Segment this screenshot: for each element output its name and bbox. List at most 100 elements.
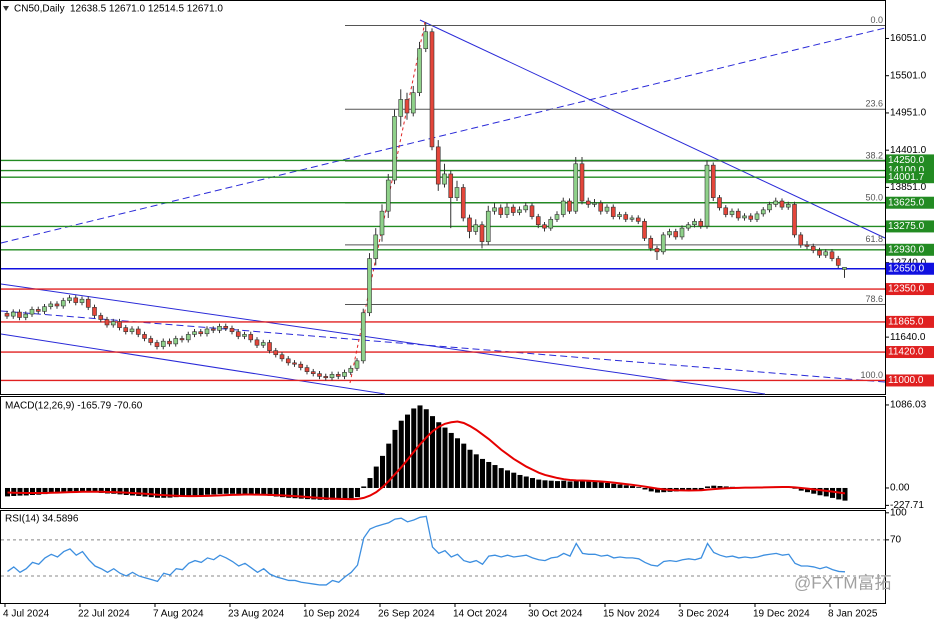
- rsi-panel: [0, 510, 886, 604]
- candle-body: [110, 321, 116, 326]
- level-label: 12350.0: [888, 284, 925, 295]
- macd-bar: [192, 487, 198, 496]
- candle-body: [604, 206, 610, 212]
- macd-bar: [55, 487, 60, 494]
- macd-bar: [805, 487, 810, 493]
- candle-body: [610, 206, 616, 217]
- level-label-box: [886, 262, 934, 275]
- fib-label: 100.0: [860, 370, 883, 380]
- candle-body: [260, 342, 266, 346]
- level-label-box: [886, 220, 934, 233]
- macd-bar: [180, 487, 185, 497]
- candle-body: [767, 204, 772, 211]
- y-tick-label: 11640.0: [890, 332, 926, 343]
- macd-bar: [198, 487, 204, 496]
- macd-bar: [342, 487, 348, 499]
- candle-body: [654, 248, 660, 253]
- macd-bar: [498, 468, 504, 488]
- macd-bar: [17, 487, 23, 496]
- level-label: 14001.7: [888, 172, 925, 183]
- macd-title: MACD(12,26,9) -165.79 -70.60: [5, 401, 143, 412]
- y-tick-label: 15501.0: [890, 70, 927, 81]
- candle-body: [442, 173, 447, 185]
- y-tick-label: 70: [890, 535, 902, 546]
- macd-bar: [455, 438, 460, 488]
- macd-bar: [830, 487, 835, 498]
- macd-bar: [130, 487, 135, 496]
- macd-bar: [642, 487, 648, 490]
- candle-body: [685, 224, 691, 229]
- macd-bar: [398, 420, 404, 488]
- macd-bar: [5, 487, 10, 497]
- candle-body: [379, 210, 385, 236]
- candle-body: [667, 231, 672, 236]
- candle-body: [323, 376, 329, 379]
- candle-body: [617, 214, 622, 217]
- macd-bar: [686, 487, 692, 491]
- candle-body: [310, 371, 316, 374]
- macd-bar: [386, 443, 392, 488]
- chart-subtitle: 12638.5 12671.0 12514.5 12671.0: [70, 4, 223, 15]
- candle-body: [179, 338, 185, 341]
- macd-bar: [173, 487, 179, 498]
- macd-bar: [242, 487, 248, 495]
- macd-bar: [842, 487, 848, 501]
- candle-body: [17, 311, 22, 318]
- macd-bar: [261, 487, 267, 496]
- candle-body: [779, 200, 785, 208]
- candle-body: [698, 221, 704, 227]
- macd-bar: [73, 487, 79, 492]
- macd-bar: [61, 487, 67, 493]
- macd-bar: [36, 487, 42, 495]
- candle-body: [298, 363, 304, 368]
- candle-body: [773, 200, 779, 205]
- candle-body: [148, 338, 154, 343]
- macd-bar: [305, 487, 310, 500]
- trendline: [0, 27, 886, 244]
- level-label: 12930.0: [888, 244, 925, 255]
- candle-body: [660, 234, 666, 253]
- macd-bar: [561, 480, 567, 488]
- macd-bar: [823, 487, 829, 497]
- watermark: @FXTM富拓: [794, 573, 892, 592]
- candle-body: [429, 31, 435, 148]
- rsi-line: [7, 515, 846, 586]
- macd-bar: [467, 449, 473, 488]
- candle-body: [154, 342, 160, 347]
- candle-body: [560, 200, 566, 215]
- candle-body: [423, 31, 429, 49]
- candle-body: [10, 311, 16, 317]
- x-tick-label: 26 Sep 2024: [378, 609, 435, 620]
- candle-body: [829, 251, 835, 259]
- macd-bar: [623, 485, 629, 488]
- candle-body: [673, 231, 679, 238]
- candle-body: [104, 319, 110, 326]
- macd-bar: [698, 487, 704, 490]
- candle-body: [285, 358, 291, 364]
- y-tick-label: 14951.0: [890, 108, 927, 119]
- candle-body: [692, 221, 697, 226]
- candle-body: [273, 350, 279, 356]
- macd-bar: [517, 474, 523, 488]
- macd-bar: [323, 487, 329, 500]
- candle-body: [717, 197, 722, 209]
- macd-bar: [530, 478, 535, 488]
- macd-bar: [292, 487, 298, 499]
- candle-body: [248, 334, 254, 341]
- candle-body: [567, 200, 572, 212]
- macd-bar: [592, 481, 598, 488]
- candle-body: [229, 328, 235, 333]
- macd-bar: [23, 487, 29, 496]
- level-label: 13625.0: [888, 197, 925, 208]
- macd-bar: [230, 487, 235, 494]
- fib-label: 50.0: [865, 192, 883, 202]
- candle-body: [392, 116, 397, 181]
- macd-bar: [105, 487, 110, 494]
- candle-body: [792, 204, 797, 236]
- macd-bar: [836, 487, 842, 500]
- candle-body: [573, 163, 579, 212]
- macd-bar: [167, 487, 173, 498]
- macd-bar: [373, 466, 379, 488]
- macd-bar: [817, 487, 823, 496]
